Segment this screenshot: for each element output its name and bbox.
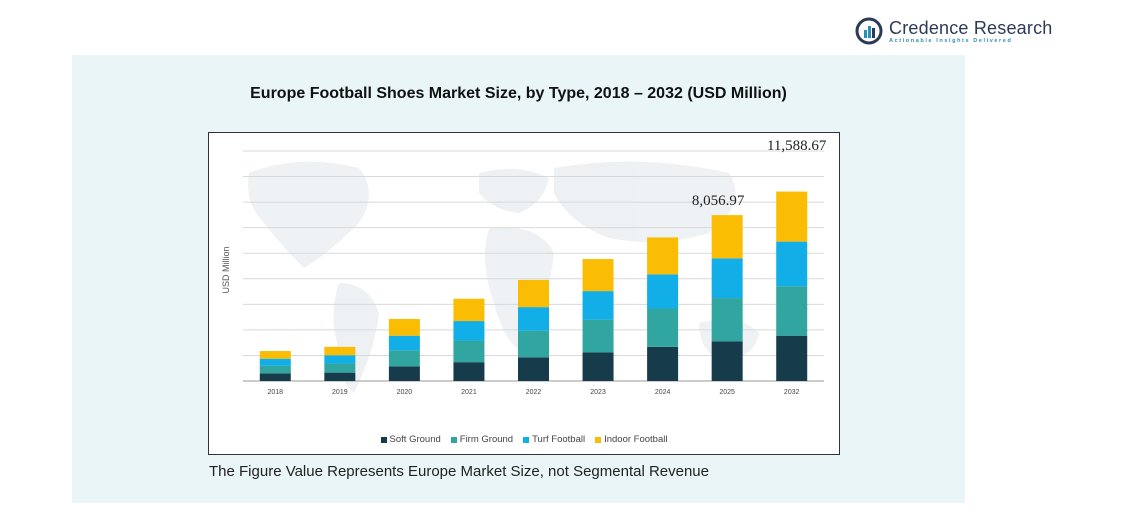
- bar-turf-football-2023: [582, 291, 614, 320]
- map-europe: [479, 169, 549, 213]
- chart-svg: 2018 2019 2020 2021 2022 2023 2024 2025 2032 8,0…: [243, 138, 827, 396]
- map-north-america: [248, 161, 369, 268]
- bar-soft-ground-2022: [518, 357, 549, 381]
- bar-turf-football-2024: [647, 274, 679, 309]
- legend-swatch-soft-ground: [380, 436, 387, 443]
- x-tick-label-2018: 2018: [267, 389, 283, 396]
- legend-label-firm-ground: Firm Ground: [459, 434, 514, 445]
- logo-mark-icon: [855, 17, 883, 45]
- data-label-2032: 11,588.67: [767, 138, 827, 154]
- x-tick-label-2019: 2019: [332, 389, 348, 396]
- legend-swatch-indoor-football: [595, 436, 602, 443]
- bar-soft-ground-2024: [647, 346, 679, 381]
- bars: [259, 191, 808, 381]
- bar-turf-football-2018: [259, 358, 291, 366]
- bar-soft-ground-2023: [582, 352, 614, 381]
- bar-indoor-football-2021: [453, 298, 485, 322]
- annotations: 8,056.97 11,588.67: [692, 138, 827, 209]
- data-label-2025: 8,056.97: [692, 193, 745, 209]
- logo-tagline: Actionable Insights Delivered: [889, 37, 1013, 44]
- bar-turf-football-2020: [388, 335, 420, 351]
- bar-firm-ground-2023: [582, 319, 614, 353]
- bar-firm-ground-2022: [518, 330, 549, 358]
- bar-soft-ground-2018: [259, 373, 291, 381]
- legend-item-turf-football: Turf Football: [523, 434, 585, 445]
- bar-firm-ground-2032: [776, 286, 808, 336]
- y-axis-label: USD Million: [221, 246, 231, 294]
- legend-item-indoor-football: Indoor Football: [595, 434, 667, 445]
- bar-turf-football-2025: [711, 258, 743, 299]
- legend-item-soft-ground: Soft Ground: [380, 434, 441, 445]
- x-tick-label-2021: 2021: [461, 389, 477, 396]
- bar-turf-football-2032: [776, 241, 808, 287]
- bar-indoor-football-2024: [647, 237, 679, 275]
- legend-label-indoor-football: Indoor Football: [604, 434, 668, 445]
- legend-label-turf-football: Turf Football: [532, 434, 586, 445]
- bar-soft-ground-2032: [776, 335, 808, 381]
- legend-label-soft-ground: Soft Ground: [389, 434, 441, 445]
- footnote: The Figure Value Represents Europe Marke…: [209, 463, 709, 480]
- bar-indoor-football-2020: [388, 318, 420, 336]
- bar-soft-ground-2021: [453, 362, 485, 381]
- legend-swatch-firm-ground: [450, 436, 457, 443]
- x-tick-label-2022: 2022: [526, 389, 542, 396]
- x-tick-label-2025: 2025: [719, 389, 735, 396]
- x-tick-labels: 2018 2019 2020 2021 2022 2023 2024 2025 2032: [267, 389, 799, 396]
- bar-soft-ground-2020: [388, 366, 420, 381]
- bar-firm-ground-2021: [453, 340, 485, 363]
- x-tick-label-2032: 2032: [784, 389, 800, 396]
- bar-firm-ground-2024: [647, 308, 679, 347]
- bar-turf-football-2022: [518, 307, 549, 331]
- bar-turf-football-2019: [324, 355, 356, 364]
- bar-soft-ground-2019: [324, 372, 356, 381]
- bar-turf-football-2021: [453, 321, 485, 341]
- bar-indoor-football-2019: [324, 346, 356, 356]
- bar-indoor-football-2023: [582, 259, 614, 292]
- bar-soft-ground-2025: [711, 341, 743, 381]
- x-tick-label-2023: 2023: [590, 389, 606, 396]
- chart-plot-frame: 2018 2019 2020 2021 2022 2023 2024 2025 2032 8,0…: [208, 132, 840, 455]
- bar-indoor-football-2032: [776, 191, 808, 242]
- bar-indoor-football-2025: [711, 215, 743, 259]
- legend-swatch-turf-football: [523, 436, 530, 443]
- bar-firm-ground-2020: [388, 350, 420, 367]
- logo-name: Credence Research: [889, 17, 1053, 38]
- legend-item-firm-ground: Firm Ground: [450, 434, 514, 445]
- bar-indoor-football-2022: [518, 279, 549, 308]
- x-tick-label-2024: 2024: [655, 389, 671, 396]
- credence-research-logo: Credence Research Actionable Insights De…: [855, 14, 1052, 48]
- bar-firm-ground-2025: [711, 298, 743, 342]
- bar-indoor-football-2018: [259, 351, 291, 359]
- x-tick-label-2020: 2020: [397, 389, 413, 396]
- chart-legend: Soft Ground Firm Ground Turf Football In…: [208, 434, 840, 445]
- bar-firm-ground-2019: [324, 363, 356, 373]
- bar-firm-ground-2018: [259, 365, 291, 374]
- chart-title: Europe Football Shoes Market Size, by Ty…: [250, 85, 787, 102]
